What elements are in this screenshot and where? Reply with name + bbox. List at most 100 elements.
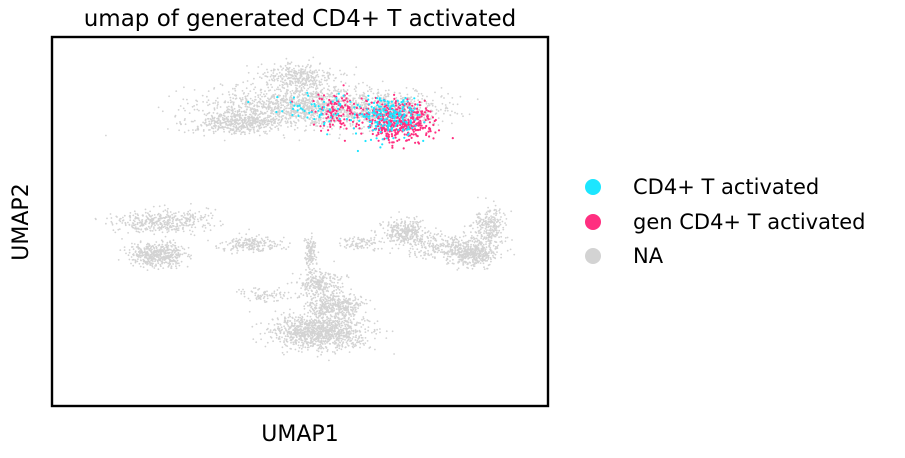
scatter-point [320, 94, 323, 97]
scatter-point [159, 252, 162, 255]
scatter-point [340, 100, 343, 102]
scatter-point [327, 101, 330, 103]
scatter-point [294, 348, 297, 351]
scatter-point [142, 262, 144, 265]
scatter-point [351, 124, 354, 126]
scatter-point [257, 124, 259, 126]
scatter-point [149, 210, 152, 213]
scatter-point [182, 107, 185, 110]
scatter-point [244, 101, 247, 104]
scatter-point [169, 211, 172, 213]
scatter-point [266, 83, 268, 86]
scatter-point [302, 344, 304, 347]
scatter-point [282, 86, 284, 89]
scatter-point [217, 247, 220, 249]
scatter-point [309, 69, 312, 72]
scatter-point [393, 353, 395, 355]
scatter-point [304, 84, 306, 87]
scatter-point [381, 80, 384, 83]
scatter-point [288, 113, 290, 115]
scatter-point [316, 114, 319, 117]
scatter-point [340, 337, 343, 340]
scatter-point [267, 323, 270, 325]
scatter-point [248, 228, 251, 231]
scatter-point [129, 219, 132, 222]
scatter-point [293, 113, 296, 116]
scatter-point [297, 81, 299, 83]
scatter-point [280, 116, 283, 118]
scatter-point [171, 228, 174, 231]
scatter-point [251, 244, 254, 247]
scatter-point [177, 249, 180, 252]
scatter-point [181, 227, 184, 230]
scatter-point [327, 75, 330, 78]
scatter-point [331, 324, 334, 326]
scatter-point [283, 340, 285, 342]
scatter-point [232, 101, 235, 104]
scatter-point [166, 228, 168, 231]
scatter-point [335, 326, 338, 329]
scatter-point [316, 355, 319, 358]
scatter-point [183, 252, 186, 255]
scatter-point [260, 91, 263, 94]
scatter-point [336, 346, 338, 349]
scatter-point [310, 122, 312, 124]
scatter-point [316, 71, 318, 74]
scatter-point [173, 215, 176, 218]
scatter-point [214, 127, 217, 129]
scatter-point [343, 90, 345, 92]
scatter-point [249, 109, 252, 111]
scatter-point [188, 112, 191, 114]
scatter-point [254, 110, 257, 112]
scatter-point [211, 217, 213, 220]
scatter-point [297, 326, 300, 329]
scatter-point [414, 113, 417, 116]
scatter-point [284, 117, 287, 119]
scatter-point [282, 81, 285, 84]
scatter-point [226, 108, 229, 110]
scatter-point [330, 91, 333, 94]
scatter-point [425, 111, 428, 114]
scatter-point [360, 326, 363, 328]
scatter-point [194, 216, 197, 218]
scatter-point [167, 207, 169, 210]
scatter-point [237, 244, 240, 247]
scatter-point [338, 320, 341, 323]
scatter-point [265, 236, 267, 239]
scatter-point [262, 103, 265, 106]
scatter-point [340, 73, 342, 76]
scatter-point [295, 316, 297, 318]
scatter-point [151, 262, 153, 265]
scatter-point [290, 61, 293, 64]
scatter-point [225, 117, 228, 120]
scatter-point [321, 92, 324, 95]
scatter-point [303, 105, 305, 108]
scatter-point [175, 122, 178, 125]
scatter-point [315, 88, 317, 91]
scatter-point [208, 222, 210, 225]
scatter-point [306, 331, 308, 333]
scatter-point [344, 82, 347, 84]
scatter-point [163, 257, 166, 260]
scatter-point [262, 248, 264, 251]
scatter-point [289, 105, 292, 108]
scatter-point [410, 96, 413, 98]
scatter-point [244, 95, 247, 98]
scatter-point [95, 218, 97, 221]
scatter-point [327, 88, 329, 91]
scatter-point [235, 129, 238, 131]
scatter-point [327, 332, 330, 335]
scatter-point [308, 323, 311, 326]
scatter-point [420, 92, 423, 95]
scatter-point [338, 334, 341, 337]
scatter-point [267, 105, 270, 107]
scatter-point [334, 98, 336, 100]
scatter-point [290, 338, 293, 341]
scatter-point [271, 241, 273, 243]
scatter-point [296, 96, 299, 99]
scatter-point [309, 65, 312, 68]
scatter-point [343, 101, 346, 104]
scatter-point [426, 95, 428, 98]
scatter-point [304, 72, 307, 75]
scatter-point [286, 113, 288, 115]
